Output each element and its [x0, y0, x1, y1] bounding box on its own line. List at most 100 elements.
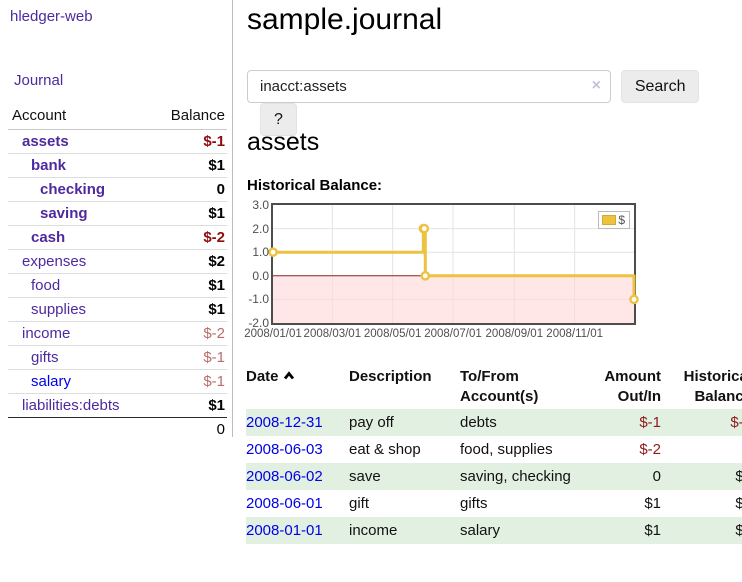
account-link-gifts[interactable]: gifts — [31, 349, 59, 366]
accounts-header-row: Account Balance — [8, 104, 227, 130]
account-balance: $-1 — [203, 349, 225, 366]
accounts-table: Account Balance assets $-1 bank $1 checking 0… — [8, 104, 227, 441]
transaction-balance: $1 — [735, 522, 742, 539]
accounts-total-balance: 0 — [216, 421, 225, 438]
transaction-accounts: debts — [460, 414, 497, 431]
transaction-description: save — [349, 468, 381, 485]
account-link-liabilities-debts[interactable]: liabilities:debts — [22, 397, 120, 414]
transaction-date-link[interactable]: 2008-12-31 — [246, 414, 323, 431]
register-row: 2008-01-01 income salary $1 $1 — [246, 517, 742, 544]
search-input[interactable] — [247, 70, 611, 103]
transaction-balance: $2 — [735, 495, 742, 512]
account-row: expenses $2 — [8, 249, 227, 274]
register-row: 2008-06-03 eat & shop food, supplies $-20 — [246, 436, 742, 463]
historical-balance-chart: $ 3.0 2.0 1.0 0.0 -1.0 -2.0 2008/01/01 2008/03… — [243, 198, 663, 345]
account-row: assets $-1 — [8, 129, 227, 154]
transaction-balance: $2 — [735, 468, 742, 485]
accounts-header-account: Account — [12, 107, 67, 124]
y-tick-label: 1.0 — [252, 245, 269, 260]
y-tick-label: 3.0 — [252, 198, 269, 212]
transaction-amount: $1 — [644, 495, 661, 512]
page-title: sample.journal — [247, 3, 443, 36]
chart-plot-area: $ — [268, 203, 639, 325]
register-row: 2008-06-01 gift gifts $1 $2 — [246, 490, 742, 517]
transaction-amount: 0 — [652, 468, 661, 485]
register-header-date[interactable]: Date — [246, 365, 349, 409]
y-tick-label: -2.0 — [248, 316, 269, 330]
chart-title: Historical Balance: — [247, 177, 383, 194]
account-link-cash[interactable]: cash — [31, 229, 66, 246]
transaction-description: eat & shop — [349, 441, 421, 458]
account-row: saving $1 — [8, 201, 227, 226]
transaction-date-link[interactable]: 2008-06-03 — [246, 441, 323, 458]
account-balance: $1 — [208, 301, 225, 318]
search-form: × Search ? — [247, 70, 742, 136]
help-button[interactable]: ? — [260, 103, 297, 136]
account-link-salary[interactable]: salary — [31, 373, 72, 390]
account-row: checking 0 — [8, 177, 227, 202]
register-table: Date Description To/From Account(s) Amou… — [246, 365, 742, 544]
account-balance: $-2 — [203, 325, 225, 342]
account-row: bank $1 — [8, 153, 227, 178]
x-tick-label: 2008/07/01 — [424, 328, 482, 340]
chart-canvas — [268, 205, 639, 323]
legend-label: $ — [618, 213, 625, 227]
register-row: 2008-06-02 save saving, checking 0 $2 — [246, 463, 742, 490]
account-link-supplies[interactable]: supplies — [31, 301, 87, 318]
sidebar: hledger-web Journal Account Balance asse… — [0, 0, 233, 438]
account-link-income[interactable]: income — [22, 325, 71, 342]
account-link-saving[interactable]: saving — [40, 205, 88, 222]
app-brand-link[interactable]: hledger-web — [10, 8, 93, 25]
account-row: cash $-2 — [8, 225, 227, 250]
register-row: 2008-12-31 pay off debts $-1 $-1 — [246, 409, 742, 436]
account-link-bank[interactable]: bank — [31, 157, 67, 174]
account-row: salary $-1 — [8, 369, 227, 394]
transaction-description: gift — [349, 495, 370, 512]
account-balance: $1 — [208, 397, 225, 414]
y-tick-label: -1.0 — [248, 292, 269, 307]
account-link-checking[interactable]: checking — [40, 181, 106, 198]
account-link-food[interactable]: food — [31, 277, 61, 294]
register-header-description: Description — [349, 368, 432, 385]
account-heading: assets — [247, 128, 320, 156]
transaction-accounts: food, supplies — [460, 441, 553, 458]
transaction-description: pay off — [349, 414, 394, 431]
x-tick-label: 2008/09/01 — [485, 328, 544, 340]
transaction-accounts: gifts — [460, 495, 488, 512]
x-tick-label: 2008/01/01 — [244, 328, 302, 340]
transaction-balance: $-1 — [730, 414, 742, 431]
account-balance: $-1 — [203, 133, 225, 150]
sort-ascending-icon — [283, 371, 294, 380]
x-tick-label: 2008/03/01 — [303, 328, 362, 340]
legend-swatch — [602, 215, 617, 225]
y-tick-label: 2.0 — [252, 221, 269, 236]
account-balance: 0 — [216, 181, 225, 198]
accounts-total-row: 0 — [8, 417, 227, 442]
account-row: supplies $1 — [8, 297, 227, 322]
account-row: gifts $-1 — [8, 345, 227, 370]
transaction-amount: $-1 — [639, 414, 661, 431]
register-header-accounts: To/From Account(s) — [460, 368, 539, 405]
account-row: income $-2 — [8, 321, 227, 346]
search-button[interactable]: Search — [621, 70, 700, 103]
transaction-date-link[interactable]: 2008-06-02 — [246, 468, 323, 485]
clear-search-icon[interactable]: × — [591, 77, 601, 94]
transaction-balance: 0 — [662, 436, 742, 463]
accounts-header-balance: Balance — [170, 107, 225, 124]
sidebar-item-journal[interactable]: Journal — [14, 72, 64, 89]
account-balance: $1 — [208, 157, 225, 174]
account-row: liabilities:debts $1 — [8, 393, 227, 418]
transaction-amount: $1 — [644, 522, 661, 539]
y-tick-label: 0.0 — [252, 268, 269, 283]
register-header-amount: Amount Out/In — [604, 368, 661, 405]
account-link-expenses[interactable]: expenses — [22, 253, 87, 270]
account-balance: $-1 — [203, 373, 225, 390]
account-balance: $1 — [208, 277, 225, 294]
transaction-accounts: salary — [460, 522, 501, 539]
account-link-assets[interactable]: assets — [22, 133, 69, 150]
chart-legend: $ — [598, 211, 630, 229]
account-balance: $1 — [208, 205, 225, 222]
x-tick-label: 2008/11/01 — [546, 328, 603, 340]
transaction-date-link[interactable]: 2008-06-01 — [246, 495, 323, 512]
transaction-date-link[interactable]: 2008-01-01 — [246, 522, 323, 539]
